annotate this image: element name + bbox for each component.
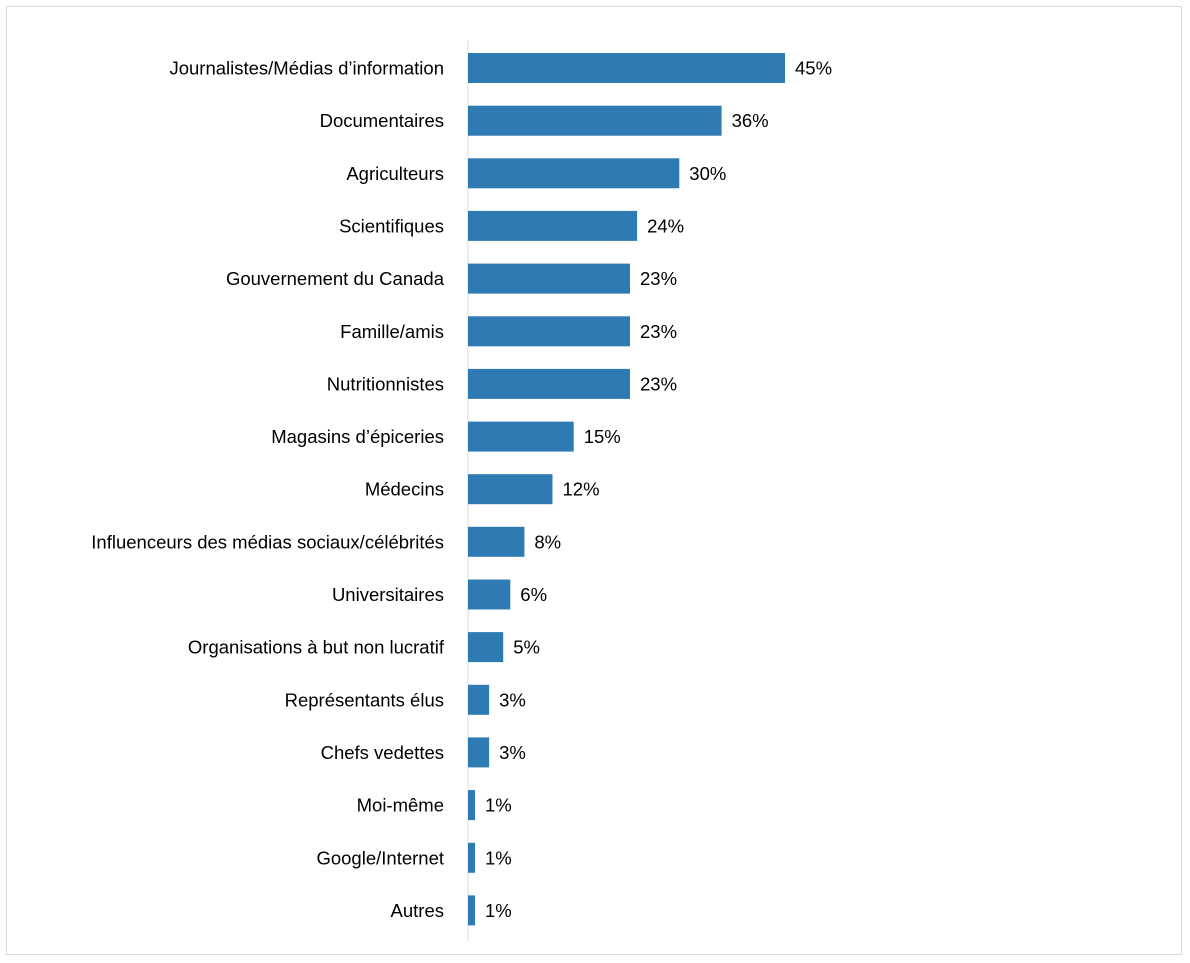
- data-label: 23%: [640, 373, 677, 394]
- data-label: 30%: [689, 163, 726, 184]
- category-label: Journalistes/Médias d’information: [169, 58, 444, 79]
- category-label: Scientifiques: [339, 215, 444, 236]
- data-label: 12%: [563, 479, 600, 500]
- data-label: 8%: [534, 531, 561, 552]
- data-labels-group: 45% 36% 30% 24% 23% 23% 23% 15% 12% 8% 6% 5% 3% 3% 1% 1…: [485, 58, 832, 921]
- bar: [468, 474, 553, 505]
- category-label: Nutritionnistes: [327, 373, 444, 394]
- bar: [468, 579, 511, 610]
- bars-group: [468, 53, 785, 926]
- data-label: 5%: [513, 637, 540, 658]
- category-label: Représentants élus: [285, 689, 444, 710]
- data-label: 23%: [640, 268, 677, 289]
- bar: [468, 421, 574, 452]
- data-label: 1%: [485, 795, 512, 816]
- category-label: Magasins d’épiceries: [271, 426, 444, 447]
- data-label: 24%: [647, 215, 684, 236]
- category-label: Gouvernement du Canada: [226, 268, 445, 289]
- bar: [468, 263, 630, 294]
- category-label: Influenceurs des médias sociaux/célébrit…: [91, 531, 444, 552]
- category-label: Famille/amis: [340, 321, 444, 342]
- data-label: 3%: [499, 742, 526, 763]
- bar: [468, 105, 722, 136]
- data-label: 6%: [520, 584, 547, 605]
- bar: [468, 895, 475, 926]
- data-label: 23%: [640, 321, 677, 342]
- bar: [468, 632, 504, 663]
- category-label: Autres: [391, 900, 444, 921]
- bar: [468, 684, 490, 715]
- bar: [468, 737, 490, 768]
- bar: [468, 842, 475, 873]
- category-label: Agriculteurs: [346, 163, 444, 184]
- category-label: Documentaires: [320, 110, 444, 131]
- bar: [468, 526, 525, 557]
- category-label: Moi-même: [357, 795, 444, 816]
- data-label: 1%: [485, 900, 512, 921]
- category-label: Universitaires: [332, 584, 444, 605]
- category-label: Google/Internet: [316, 847, 444, 868]
- category-label: Médecins: [365, 479, 444, 500]
- data-label: 3%: [499, 689, 526, 710]
- category-label: Chefs vedettes: [321, 742, 444, 763]
- data-label: 45%: [795, 58, 832, 79]
- bar: [468, 368, 630, 399]
- bar: [468, 210, 638, 241]
- data-label: 15%: [584, 426, 621, 447]
- bar: [468, 53, 785, 83]
- category-label: Organisations à but non lucratif: [188, 637, 445, 658]
- bar: [468, 158, 680, 189]
- data-label: 36%: [732, 110, 769, 131]
- bar: [468, 790, 475, 821]
- category-labels-group: Journalistes/Médias d’information Documen…: [91, 58, 445, 921]
- bar: [468, 316, 630, 347]
- data-label: 1%: [485, 847, 512, 868]
